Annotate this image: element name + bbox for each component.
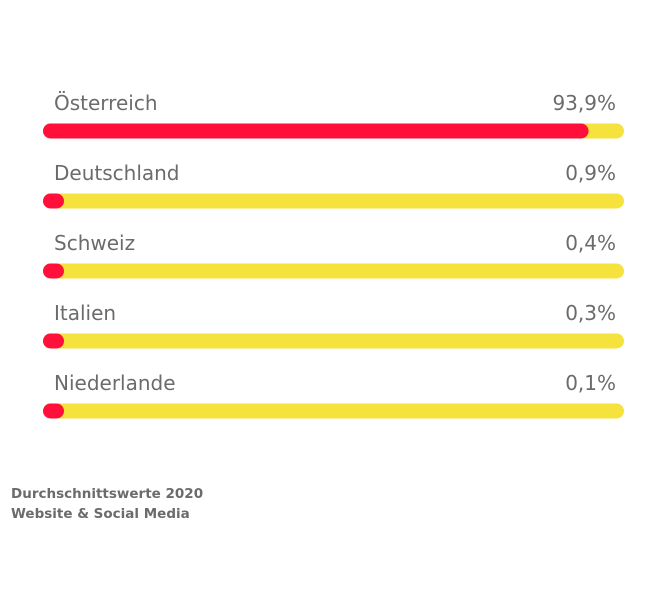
bar [43,263,64,279]
bar-track [43,403,624,419]
bar-track [43,333,624,349]
bar [43,123,589,139]
footnote-line-2: Website & Social Media [11,506,190,522]
value-label: 0,4% [565,231,616,255]
value-label: 0,9% [565,161,616,185]
bar-track [43,263,624,279]
bar-track [43,193,624,209]
value-label: 0,1% [565,371,616,395]
bar-chart: Österreich 93,9% Deutschland 0,9% Schweiz 0,4… [43,91,624,419]
category-label: Österreich [54,91,158,115]
footnote-line-1: Durchschnittswerte 2020 [11,486,204,502]
category-label: Niederlande [54,371,176,395]
bar [43,193,64,209]
category-label: Deutschland [54,161,180,185]
value-label: 93,9% [552,91,616,115]
category-label: Schweiz [54,231,135,255]
bar [43,333,64,349]
category-label: Italien [54,301,116,325]
bar [43,403,64,419]
footnote: Durchschnittswerte 2020 Website & Social… [11,484,203,524]
value-label: 0,3% [565,301,616,325]
